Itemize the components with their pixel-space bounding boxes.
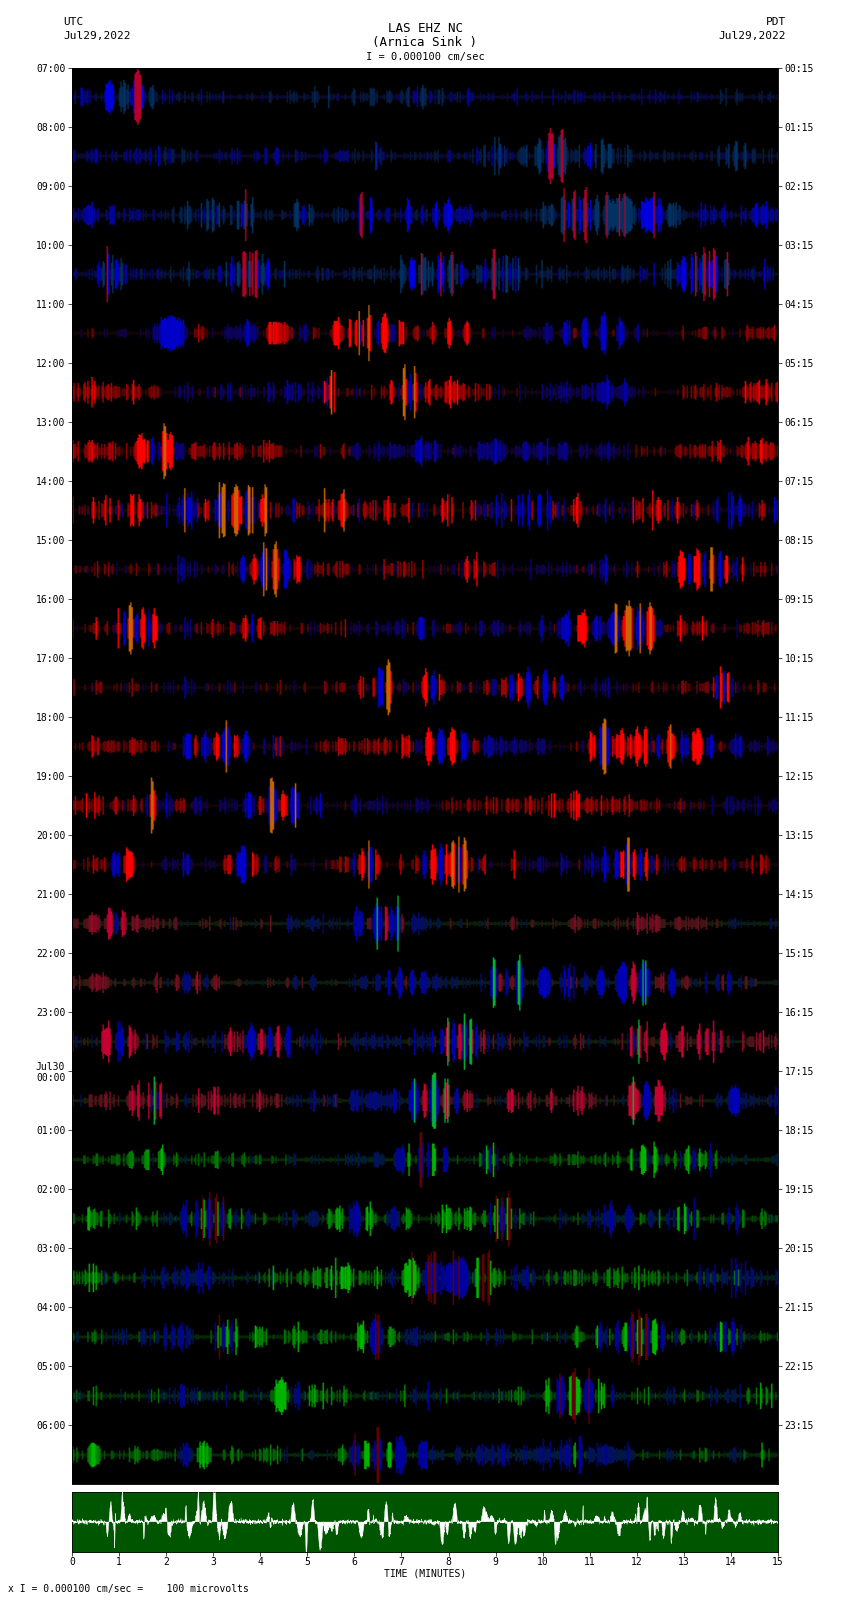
Text: Jul29,2022: Jul29,2022 [719,31,786,40]
Text: x I = 0.000100 cm/sec =    100 microvolts: x I = 0.000100 cm/sec = 100 microvolts [8,1584,249,1594]
Text: (Arnica Sink ): (Arnica Sink ) [372,35,478,50]
Text: PDT: PDT [766,16,786,26]
Text: I = 0.000100 cm/sec: I = 0.000100 cm/sec [366,52,484,63]
Text: Jul29,2022: Jul29,2022 [64,31,131,40]
Text: LAS EHZ NC: LAS EHZ NC [388,21,462,35]
Text: UTC: UTC [64,16,84,26]
X-axis label: TIME (MINUTES): TIME (MINUTES) [384,1569,466,1579]
